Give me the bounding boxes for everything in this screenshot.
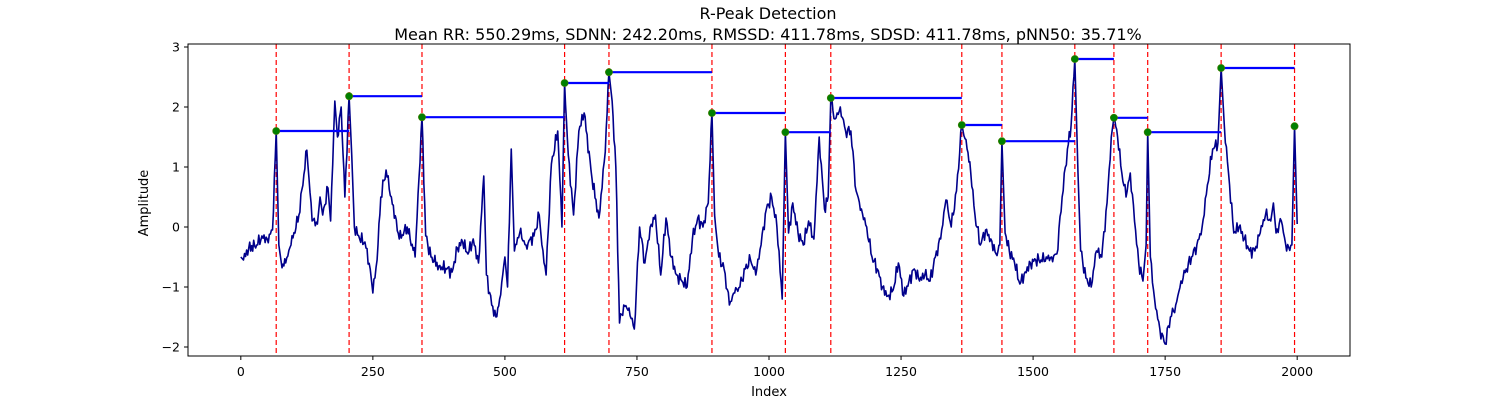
- peak-marker-10: [1070, 55, 1079, 63]
- chart-title: R-Peak Detection: [699, 4, 836, 23]
- rr-segments-layer: [276, 57, 1295, 143]
- x-tick-label-2: 500: [493, 364, 517, 379]
- signal-line: [240, 58, 1298, 345]
- peak-marker-7: [826, 94, 835, 102]
- peak-marker-3: [560, 79, 569, 87]
- chart-subtitle: Mean RR: 550.29ms, SDNN: 242.20ms, RMSSD…: [394, 25, 1142, 44]
- x-tick-label-4: 1000: [753, 364, 785, 379]
- y-axis-label: Amplitude: [137, 170, 152, 237]
- peak-marker-9: [998, 137, 1006, 146]
- y-axis: −2 −1 0 1 2 3: [162, 40, 188, 355]
- peak-marker-12: [1143, 128, 1152, 137]
- plot-area: [240, 44, 1299, 356]
- x-tick-label-6: 1500: [1017, 364, 1049, 379]
- x-tick-label-3: 750: [625, 364, 649, 379]
- y-tick-label-2: 0: [172, 220, 180, 235]
- peak-marker-1: [345, 92, 353, 101]
- x-tick-label-0: 0: [237, 364, 245, 379]
- signal-layer: [240, 58, 1298, 345]
- peak-marker-5: [708, 109, 716, 117]
- x-tick-label-1: 250: [361, 364, 385, 379]
- x-tick-label-5: 1250: [885, 364, 917, 379]
- peak-marker-8: [957, 121, 966, 129]
- x-axis-label: Index: [751, 385, 787, 400]
- y-tick-label-5: 3: [172, 40, 180, 55]
- peak-marker-13: [1217, 64, 1226, 72]
- y-tick-label-0: −2: [162, 340, 180, 355]
- peak-marker-11: [1110, 113, 1118, 122]
- peak-marker-14: [1290, 122, 1299, 131]
- peak-marker-4: [605, 68, 613, 77]
- peak-markers-layer: [272, 55, 1299, 146]
- y-tick-label-4: 2: [172, 100, 180, 115]
- y-tick-label-1: −1: [162, 280, 180, 295]
- peak-marker-6: [781, 128, 790, 137]
- peak-lines-layer: [275, 44, 1296, 356]
- x-tick-label-7: 1750: [1149, 364, 1181, 379]
- x-axis: 0 250 500 750 1000 1250 1500 1750 2000: [237, 356, 1313, 379]
- peak-marker-2: [418, 113, 426, 122]
- y-tick-label-3: 1: [172, 160, 180, 175]
- peak-marker-0: [272, 127, 281, 135]
- x-tick-label-8: 2000: [1281, 364, 1313, 379]
